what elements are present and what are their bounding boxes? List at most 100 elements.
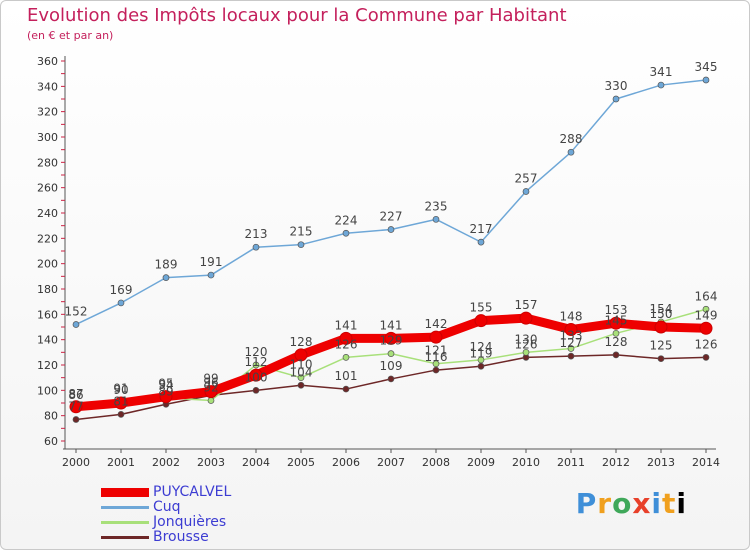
data-point (432, 215, 440, 223)
data-label: 87 (68, 387, 83, 401)
y-tick-label: 100 (37, 384, 58, 397)
data-label: 99 (203, 372, 218, 386)
chart-subtitle: (en € et par an) (27, 29, 114, 42)
data-label: 288 (560, 132, 583, 146)
legend-swatch (101, 521, 149, 524)
data-label: 217 (470, 222, 493, 236)
data-point (519, 311, 533, 325)
data-label: 104 (290, 365, 313, 379)
data-point (72, 321, 80, 328)
data-label: 128 (605, 335, 628, 349)
y-tick-label: 60 (44, 435, 58, 448)
x-tick-label: 2014 (692, 456, 720, 469)
data-point (429, 330, 443, 344)
data-point (297, 381, 305, 389)
legend-label: Brousse (153, 529, 209, 545)
data-label: 145 (605, 313, 628, 327)
data-label: 92 (203, 380, 218, 394)
data-label: 95 (158, 377, 173, 391)
data-label: 224 (335, 213, 358, 227)
data-label: 110 (290, 358, 313, 372)
data-label: 126 (515, 337, 538, 351)
data-point (432, 360, 440, 368)
data-label: 91 (113, 382, 128, 396)
data-point (252, 243, 260, 251)
data-label: 128 (290, 335, 313, 349)
y-tick-label: 120 (37, 359, 58, 372)
y-tick-label: 140 (37, 334, 58, 347)
data-point (564, 323, 578, 337)
data-point (387, 226, 395, 233)
data-label: 191 (200, 255, 223, 269)
data-label: 155 (470, 301, 493, 315)
data-label: 101 (335, 369, 358, 383)
data-label: 235 (425, 199, 448, 213)
data-point (342, 229, 350, 237)
data-label: 227 (380, 209, 403, 223)
data-point (297, 374, 305, 382)
legend-swatch (101, 488, 149, 497)
legend-label: Jonquières (153, 514, 227, 530)
data-point (657, 355, 665, 363)
data-point (477, 356, 485, 364)
data-point (252, 361, 260, 369)
data-point (612, 329, 620, 337)
data-point (342, 354, 350, 361)
data-label: 86 (68, 388, 83, 402)
data-label: 129 (380, 334, 403, 348)
data-point (294, 348, 308, 362)
data-point (117, 411, 125, 418)
y-tick-label: 300 (37, 131, 58, 144)
x-tick-label: 2008 (422, 456, 450, 469)
y-tick-label: 280 (37, 156, 58, 169)
y-tick-label: 200 (37, 258, 58, 271)
data-point (702, 76, 710, 84)
data-point (204, 385, 218, 399)
data-label: 150 (650, 307, 673, 321)
x-tick-label: 2007 (377, 456, 405, 469)
logo-letter: i (676, 487, 687, 520)
data-point (477, 238, 485, 246)
data-label: 126 (335, 337, 358, 351)
data-point (387, 375, 395, 383)
logo-letter: i (651, 487, 662, 520)
data-point (522, 188, 530, 195)
data-label: 189 (155, 258, 178, 272)
data-point (339, 331, 353, 345)
data-label: 345 (695, 60, 718, 74)
data-point (114, 396, 128, 410)
logo-letter: x (632, 487, 652, 520)
data-label: 164 (695, 289, 718, 303)
data-label: 81 (113, 394, 128, 408)
data-label: 152 (65, 304, 88, 318)
data-label: 126 (695, 337, 718, 351)
data-point (702, 305, 710, 313)
y-tick-label: 340 (37, 80, 58, 93)
data-label: 213 (245, 227, 268, 241)
y-tick-label: 160 (37, 308, 58, 321)
data-point (384, 331, 398, 345)
data-label: 124 (470, 340, 493, 354)
legend-label: Cuq (153, 499, 181, 515)
data-label: 127 (560, 336, 583, 350)
data-label: 100 (245, 370, 268, 384)
y-tick-label: 260 (37, 182, 58, 195)
data-point (522, 348, 530, 356)
data-point (657, 81, 665, 89)
x-tick-label: 2006 (332, 456, 360, 469)
legend-label: PUYCALVEL (153, 484, 232, 500)
series-cuq (72, 76, 710, 328)
x-tick-label: 2009 (467, 456, 495, 469)
logo-letter: t (662, 487, 677, 520)
data-label: 133 (560, 329, 583, 343)
x-tick-label: 2011 (557, 456, 585, 469)
data-point (474, 314, 488, 328)
y-tick-label: 80 (44, 410, 58, 423)
data-label: 169 (110, 283, 133, 297)
data-label: 257 (515, 171, 538, 185)
data-point (207, 397, 215, 404)
x-tick-label: 2002 (152, 456, 180, 469)
x-tick-label: 2013 (647, 456, 675, 469)
